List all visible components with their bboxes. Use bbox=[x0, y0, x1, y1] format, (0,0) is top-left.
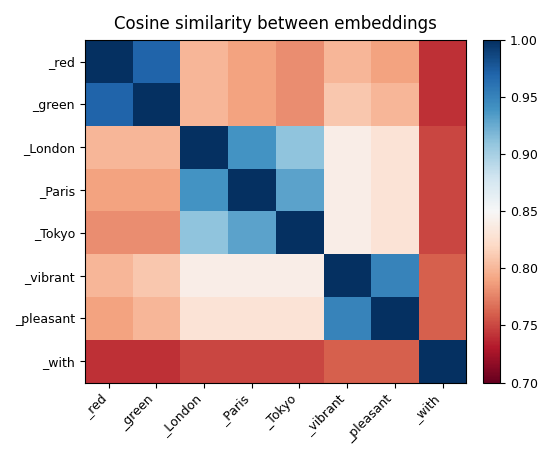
Title: Cosine similarity between embeddings: Cosine similarity between embeddings bbox=[114, 15, 437, 33]
